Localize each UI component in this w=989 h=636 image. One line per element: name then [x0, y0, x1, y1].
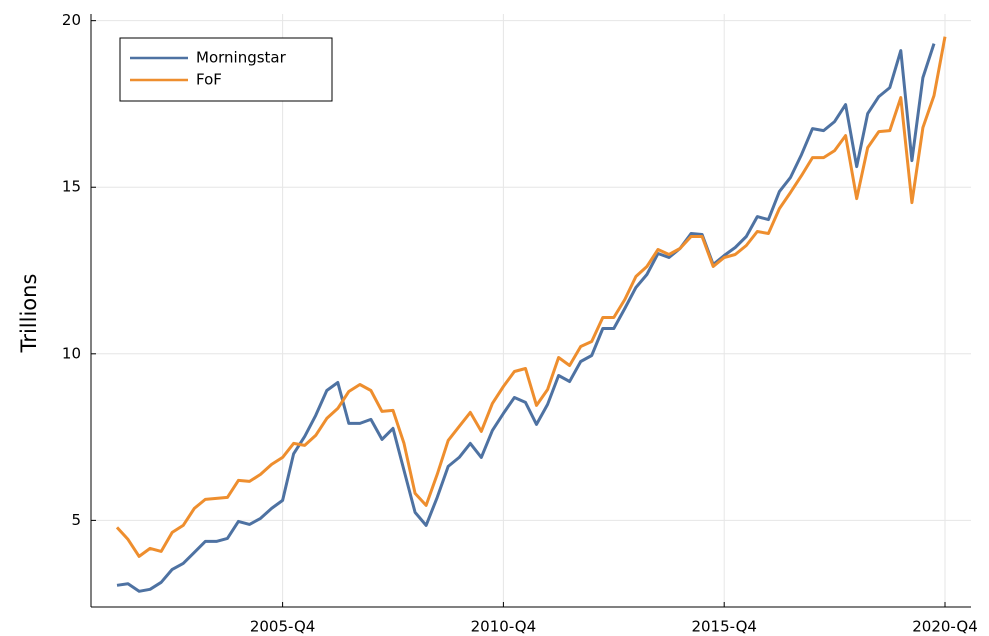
series-line [115, 36, 947, 558]
y-tick-label: 5 [71, 511, 81, 529]
x-tick-label: 2015-Q4 [691, 618, 757, 636]
legend-label: FoF [196, 71, 222, 89]
y-tick-label: 15 [62, 178, 81, 196]
x-tick-label: 2020-Q4 [912, 618, 978, 636]
series-line [116, 43, 936, 593]
y-axis-label: Trillions [17, 274, 41, 354]
legend-box [119, 37, 333, 102]
y-tick-label: 20 [62, 11, 81, 29]
legend: Morningstar FoF [119, 37, 333, 102]
y-tick-label: 10 [62, 344, 81, 362]
legend-label: Morningstar [196, 49, 287, 67]
x-tick-label: 2005-Q4 [250, 618, 316, 636]
x-tick-label: 2010-Q4 [471, 618, 537, 636]
